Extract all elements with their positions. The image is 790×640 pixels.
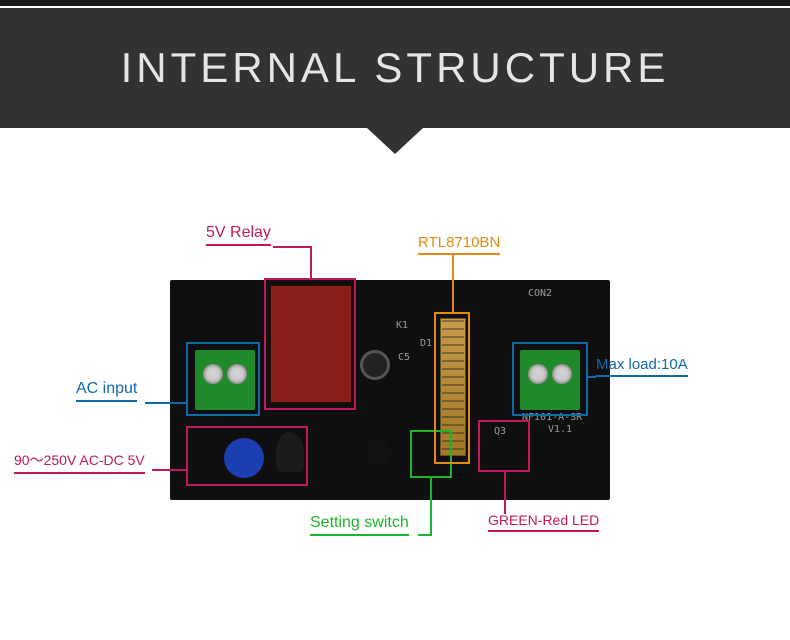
label-setting: Setting switch <box>310 514 409 536</box>
silkscreen-k1: K1 <box>396 320 408 331</box>
leader-led-v <box>504 472 506 514</box>
callout-relay <box>264 278 356 410</box>
leader-acin-h <box>145 402 186 404</box>
diagram-area: CON2 NF101-A-SR V1.1 K1 C5 D1 Q3 5V Rela… <box>0 180 790 640</box>
callout-ac_input <box>186 342 260 416</box>
callout-maxload <box>512 342 588 416</box>
label-rtl: RTL8710BN <box>418 234 500 255</box>
leader-relay-h <box>273 246 310 248</box>
callout-ac_dc <box>186 426 308 486</box>
leader-setting-v <box>430 478 432 536</box>
silkscreen-c5: C5 <box>398 352 410 363</box>
label-ac-input: AC input <box>76 380 137 402</box>
transistor <box>366 440 390 466</box>
page-title: INTERNAL STRUCTURE <box>121 44 670 92</box>
leader-relay-v <box>310 246 312 278</box>
capacitor-black-2 <box>360 350 390 380</box>
silkscreen-ver: V1.1 <box>548 424 572 435</box>
top-strip <box>0 0 790 6</box>
callout-led <box>478 420 530 472</box>
leader-setting-h <box>418 534 430 536</box>
callout-rtl <box>434 312 470 464</box>
label-ac-dc: 90～250V AC-DC 5V <box>14 450 145 474</box>
silkscreen-d1: D1 <box>420 338 432 349</box>
chevron-down-icon <box>367 128 423 154</box>
header-bar: INTERNAL STRUCTURE <box>0 8 790 128</box>
label-maxload: Max load:10A <box>596 356 688 377</box>
leader-rtl-v <box>452 254 454 312</box>
label-led: GREEN-Red LED <box>488 512 599 532</box>
silkscreen-con2: CON2 <box>528 288 552 299</box>
leader-maxload-h <box>588 376 596 378</box>
leader-acdc-h <box>152 469 186 471</box>
label-relay: 5V Relay <box>206 224 271 246</box>
